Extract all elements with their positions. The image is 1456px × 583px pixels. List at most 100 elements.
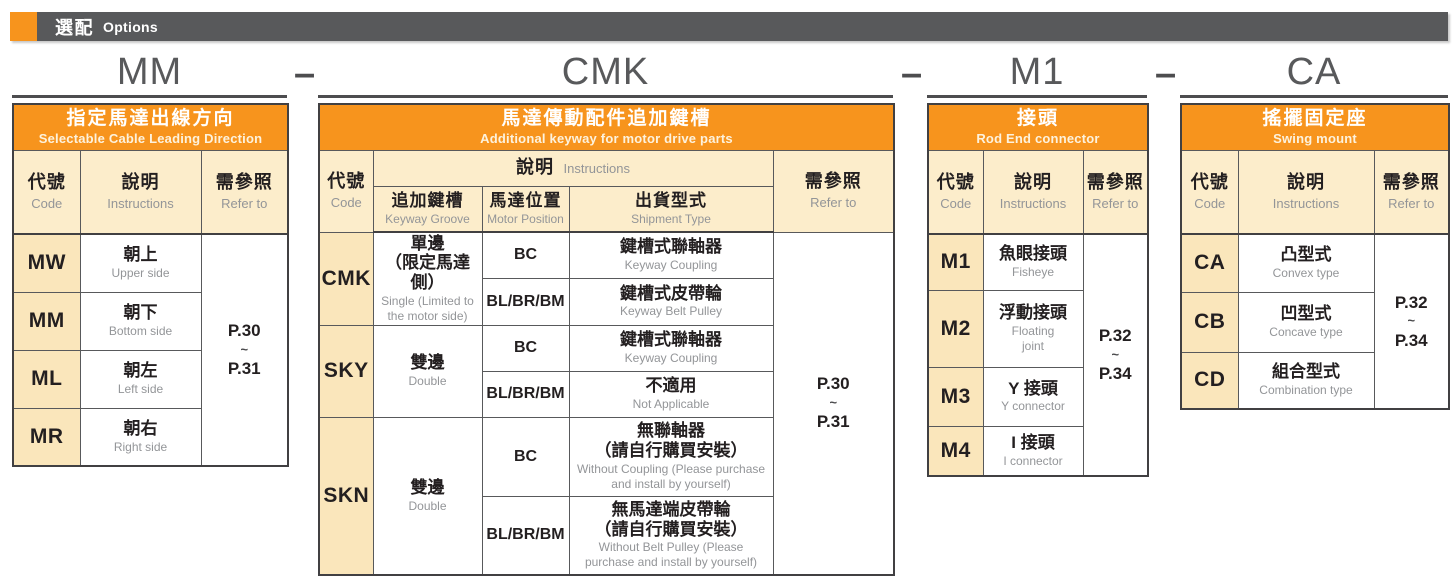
instruction-en: Fisheye (1011, 265, 1055, 280)
shipment-zh: 鍵槽式聯軸器 (620, 330, 722, 350)
refer-tilde: ~ (240, 341, 249, 357)
table-row: CD 組合型式 Combination type (1180, 351, 1449, 410)
column-header-zh: 代號 (1190, 172, 1229, 193)
instruction-cell: Y 接頭 Y connector (982, 366, 1084, 427)
instruction-cell: 朝上 Upper side (79, 233, 202, 293)
column-header-zh: 需參照 (1086, 172, 1144, 193)
column-header-code: 代號 Code (927, 149, 984, 235)
column-header-instructions: 說明 Instructions (372, 149, 774, 187)
keyway-zh: 單邊 (410, 233, 445, 253)
shipment-zh: 無馬達端皮帶輪 (611, 500, 731, 520)
shipment-cell: 鍵槽式聯軸器 Keyway Coupling (568, 231, 774, 279)
motor-position-cell: BC (481, 231, 570, 279)
group-title-mm: MM (12, 50, 287, 98)
instruction-zh: 凸型式 (1280, 245, 1332, 265)
instruction-zh: 朝右 (123, 418, 158, 438)
motor-position-cell: BL/BR/BM (481, 277, 570, 326)
refer-cell: P.30 ~ P.31 (200, 233, 289, 467)
shipment-zh: 無聯軸器 (637, 421, 705, 441)
instruction-en: Y connector (1001, 399, 1065, 414)
instruction-cell: 凸型式 Convex type (1237, 233, 1375, 293)
instruction-zh: I 接頭 (1011, 432, 1055, 452)
table-banner: 接頭 Rod End connector (927, 103, 1149, 151)
column-header-zh: 說明 (1014, 172, 1052, 193)
keyway-en: Double (408, 498, 447, 513)
instruction-en: Upper side (111, 266, 170, 281)
instruction-en: Left side (117, 381, 164, 396)
column-header-en: Refer to (221, 195, 268, 211)
column-header-zh: 說明 (516, 157, 555, 178)
table-row: ML 朝左 Left side (12, 349, 288, 409)
shipment-cell: 鍵槽式聯軸器 Keyway Coupling (568, 324, 774, 372)
column-header-zh: 說明 (1287, 172, 1325, 193)
table-row: MW 朝上 Upper side P.30 ~ P.31 (12, 233, 289, 467)
column-header-en: Motor Position (487, 211, 564, 226)
instruction-en: Convex type (1272, 266, 1340, 281)
instruction-zh: 浮動接頭 (999, 303, 1067, 323)
column-header-en: Refer to (1092, 195, 1139, 211)
instruction-en: Concave type (1269, 324, 1343, 339)
table-cable-direction: 指定馬達出線方向 Selectable Cable Leading Direct… (12, 103, 290, 467)
instruction-cell: 組合型式 Combination type (1237, 351, 1375, 410)
shipment-cell: 鍵槽式皮帶輪 Keyway Belt Pulley (568, 277, 774, 326)
column-header-en: Instructions (563, 161, 630, 177)
code-cell: M3 (927, 366, 984, 427)
banner-title-zh: 馬達傳動配件追加鍵槽 (501, 107, 712, 129)
shipment-en: Without Coupling (Please purchase and in… (576, 461, 766, 491)
column-header-instructions: 說明 Instructions (982, 149, 1084, 235)
column-header-en: Shipment Type (631, 211, 711, 226)
refer-cell: P.30 ~ P.31 (772, 231, 895, 576)
code-cell: SKN (318, 416, 374, 576)
column-header-zh: 需參照 (804, 171, 862, 192)
keyway-en: Single (Limited to the motor side) (381, 293, 474, 323)
banner-title-zh: 指定馬達出線方向 (66, 107, 235, 129)
instruction-cell: 浮動接頭 Floating joint (982, 289, 1084, 368)
instruction-zh: 凹型式 (1280, 304, 1332, 324)
group-title-ca: CA (1180, 50, 1448, 98)
code-cell: SKY (318, 324, 374, 418)
instruction-en: Floating joint (1011, 323, 1055, 353)
table-additional-keyway: 馬達傳動配件追加鍵槽 Additional keyway for motor d… (318, 103, 895, 576)
refer-page-from: P.32 (1394, 292, 1428, 312)
motor-position-cell: BL/BR/BM (481, 370, 570, 418)
column-header-instructions: 說明 Instructions (79, 149, 202, 235)
keyway-cell: 雙邊 Double (372, 416, 483, 576)
orange-accent-square (10, 12, 37, 41)
column-header-zh: 出貨型式 (635, 191, 707, 211)
shipment-zh: 鍵槽式皮帶輪 (620, 283, 722, 303)
code-cell: M2 (927, 289, 984, 368)
column-header-refer: 需參照 Refer to (1082, 149, 1149, 235)
table-row: CB 凹型式 Concave type (1180, 291, 1449, 353)
separator-dash: – (1155, 53, 1177, 95)
keyway-en: Double (408, 373, 447, 388)
column-header-keyway-groove: 追加鍵槽 Keyway Groove (372, 185, 483, 233)
instruction-zh: 朝上 (123, 245, 158, 265)
table-banner: 搖擺固定座 Swing mount (1180, 103, 1450, 151)
column-header-en: Code (940, 195, 972, 211)
refer-page-from: P.32 (1098, 326, 1132, 346)
banner-title-en: Additional keyway for motor drive parts (480, 131, 733, 147)
shipment-en: Keyway Coupling (624, 258, 718, 273)
instruction-zh: 組合型式 (1272, 362, 1340, 382)
refer-page-from: P.30 (816, 374, 850, 394)
refer-page-to: P.34 (1394, 330, 1428, 350)
shipment-en: Keyway Coupling (624, 350, 718, 365)
table-row: MR 朝右 Right side (12, 407, 288, 467)
code-cell: M4 (927, 425, 984, 477)
shipment-en: Without Belt Pulley (Please purchase and… (584, 540, 758, 570)
table-swing-mount: 搖擺固定座 Swing mount 代號 Code 說明 Instruction… (1180, 103, 1450, 410)
code-cell: MW (12, 233, 81, 293)
instruction-zh: Y 接頭 (1008, 378, 1058, 398)
column-header-en: Refer to (810, 195, 857, 210)
instruction-cell: 朝下 Bottom side (79, 291, 202, 351)
instruction-en: Combination type (1259, 383, 1353, 398)
code-cell: CB (1180, 291, 1239, 353)
table-row: CMK 單邊 （限定馬達側） Single (Limited to the mo… (318, 231, 895, 576)
column-header-code: 代號 Code (12, 149, 81, 235)
shipment-cell: 不適用 Not Applicable (568, 370, 774, 418)
column-header-zh: 代號 (936, 172, 975, 193)
column-header-zh: 代號 (327, 171, 366, 192)
shipment-zh: 不適用 (645, 376, 697, 396)
column-header-en: Code (330, 195, 362, 210)
